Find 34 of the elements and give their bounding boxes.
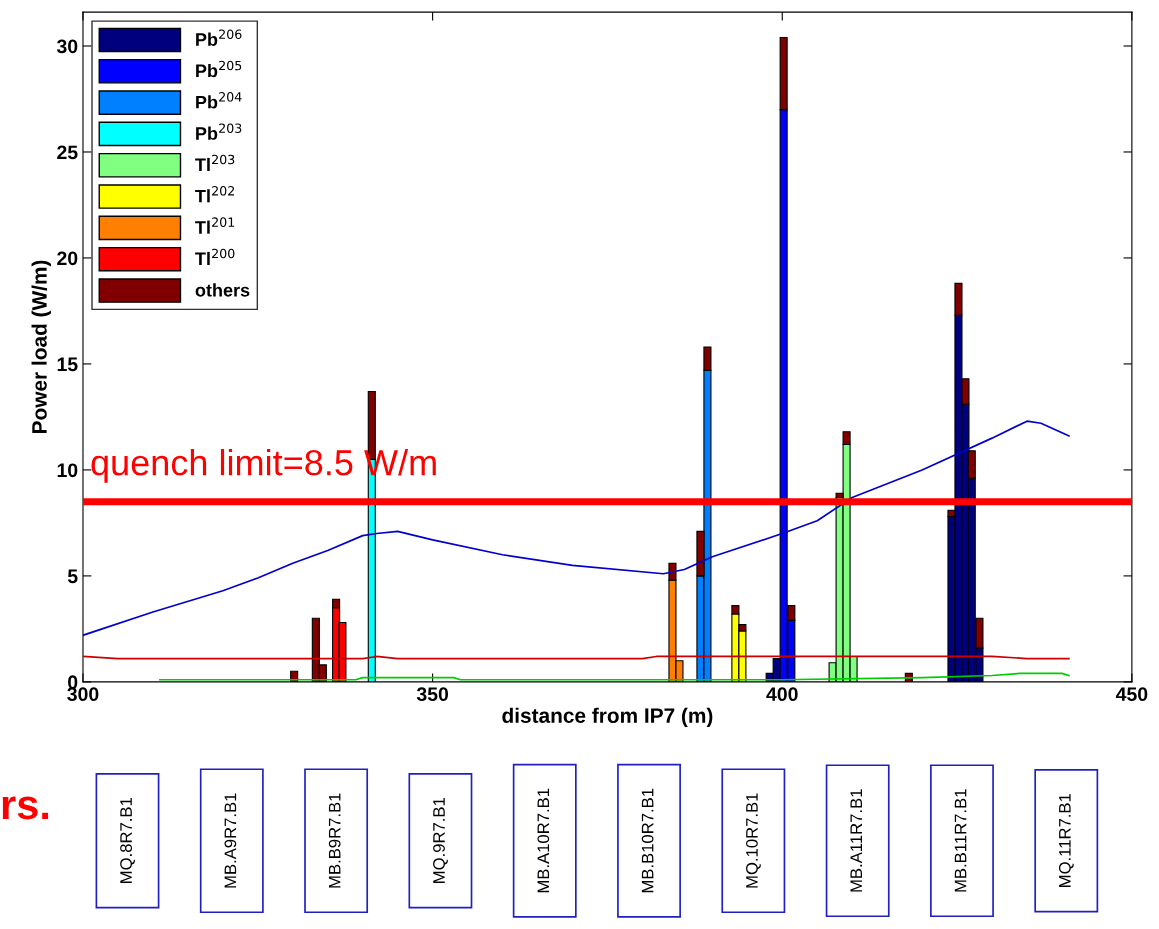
text: MB.A11R7.B1 — [850, 789, 862, 892]
y-tick-label: 30 — [56, 39, 78, 54]
x-tick-label: 400 — [766, 687, 798, 702]
y-tick-label: 15 — [57, 357, 78, 372]
y-tick-label: 20 — [57, 251, 78, 266]
text: MB.B9R7.B1 — [328, 793, 341, 888]
legend-label: Tl$^{202}$ — [195, 186, 235, 203]
text: rs. — [2, 796, 49, 820]
y-tick-label: 5 — [67, 569, 78, 584]
legend-label: Pb$^{203}$ — [196, 123, 242, 140]
legend-label: Tl$^{203}$ — [195, 154, 235, 172]
text: MQ.10R7.B1 — [746, 793, 761, 888]
text: MB.A10R7.B1 — [537, 788, 550, 893]
legend-label: Tl$^{201}$ — [195, 217, 235, 234]
line-series — [82, 420, 1070, 637]
text: MB.B11R7.B1 — [954, 789, 967, 892]
text: MB.B10R7.B1 — [641, 788, 654, 893]
legend-label: Pb$^{205}$ — [196, 60, 242, 78]
text: MQ.11R7.B1 — [1058, 794, 1074, 887]
y-axis-title: Power load (W/m) — [31, 260, 51, 433]
x-tick-label: 450 — [1115, 687, 1148, 702]
legend-label: Pb$^{204}$ — [196, 92, 242, 109]
x-axis-title: distance from IP7 (m) — [502, 707, 713, 728]
text: MQ.9R7.B1 — [433, 798, 448, 883]
line-series — [159, 672, 1070, 681]
legend-label: Pb$^{206}$ — [196, 29, 242, 46]
legend-label: Tl$^{200}$ — [195, 248, 235, 265]
text: MQ.8R7.B1 — [120, 798, 135, 883]
legend-label: others — [195, 283, 250, 297]
x-tick-label: 300 — [67, 687, 99, 702]
x-tick-label: 350 — [416, 687, 449, 702]
text: MB.A9R7.B1 — [224, 793, 237, 888]
y-tick-label: 25 — [57, 145, 78, 160]
y-tick-label: 10 — [57, 463, 78, 478]
